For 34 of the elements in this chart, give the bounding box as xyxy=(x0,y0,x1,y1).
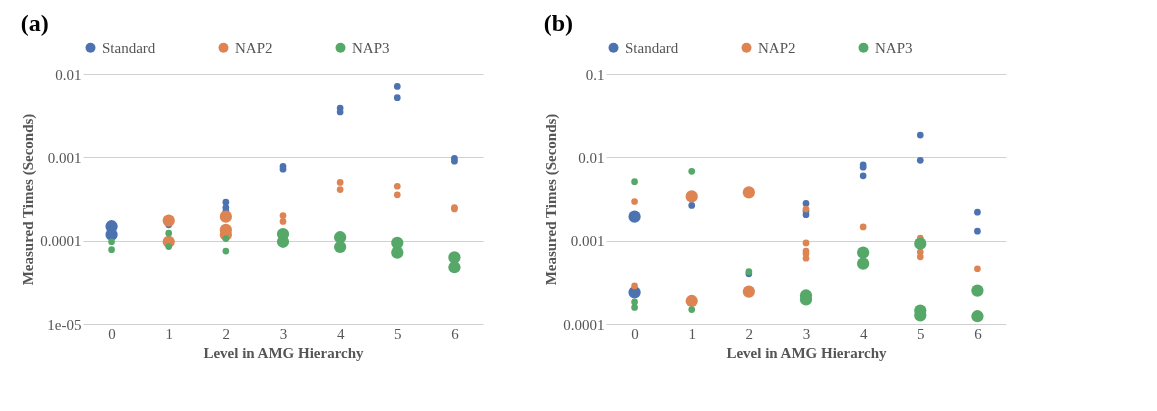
x-tick-label: 3 xyxy=(802,325,811,342)
y-axis-title: Measured Times (Seconds) xyxy=(20,113,38,286)
x-tick-label: 5 xyxy=(394,325,402,342)
x-tick-label: 0 xyxy=(631,325,639,342)
y-tick-label: 0.001 xyxy=(47,149,82,166)
y-tick-label: 0.0001 xyxy=(40,233,82,250)
x-tick-label: 0 xyxy=(108,325,116,342)
chart-title: (b) xyxy=(543,10,574,36)
legend-label: NAP3 xyxy=(352,39,390,56)
legend-label: Standard xyxy=(625,39,679,56)
chart-title: (a) xyxy=(20,10,49,36)
legend-label: NAP3 xyxy=(875,39,913,56)
x-axis-title: Level in AMG Hierarchy xyxy=(726,344,888,361)
x-axis-title: Level in AMG Hierarchy xyxy=(203,344,365,361)
legend-label: NAP2 xyxy=(758,39,796,56)
x-tick-label: 4 xyxy=(859,325,868,342)
x-tick-label: 2 xyxy=(222,325,231,342)
x-tick-label: 1 xyxy=(165,325,173,342)
y-tick-label: 1e-05 xyxy=(47,316,82,333)
y-tick-label: 0.001 xyxy=(570,233,605,250)
legend-label: Standard xyxy=(102,39,156,56)
x-tick-label: 3 xyxy=(279,325,288,342)
x-tick-label: 2 xyxy=(745,325,754,342)
y-tick-label: 0.0001 xyxy=(563,316,605,333)
y-tick-label: 0.01 xyxy=(55,66,82,83)
x-tick-label: 5 xyxy=(917,325,925,342)
y-axis-title: Measured Times (Seconds) xyxy=(543,113,561,286)
x-tick-label: 6 xyxy=(451,325,460,342)
y-tick-label: 0.01 xyxy=(578,149,605,166)
x-tick-label: 6 xyxy=(974,325,983,342)
legend-label: NAP2 xyxy=(235,39,273,56)
y-tick-label: 0.1 xyxy=(585,66,605,83)
x-tick-label: 4 xyxy=(336,325,345,342)
x-tick-label: 1 xyxy=(688,325,696,342)
